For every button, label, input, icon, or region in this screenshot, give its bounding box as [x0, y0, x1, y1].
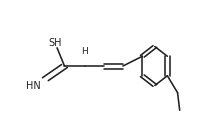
Text: SH: SH	[48, 38, 62, 48]
Text: H: H	[81, 47, 88, 56]
Text: HN: HN	[26, 81, 41, 91]
